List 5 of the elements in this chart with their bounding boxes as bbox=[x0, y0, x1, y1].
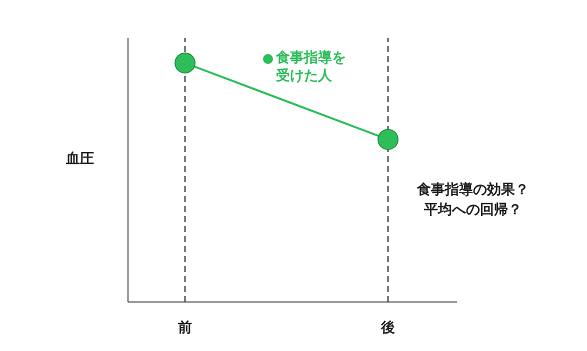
annotation: 食事指導の効果？平均への回帰？ bbox=[416, 180, 530, 220]
legend-label: 食事指導を受けた人 bbox=[276, 49, 347, 85]
x-tick-label: 前 bbox=[177, 320, 192, 336]
x-tick-label: 後 bbox=[380, 320, 395, 336]
y-axis-title: 血圧 bbox=[66, 150, 94, 168]
